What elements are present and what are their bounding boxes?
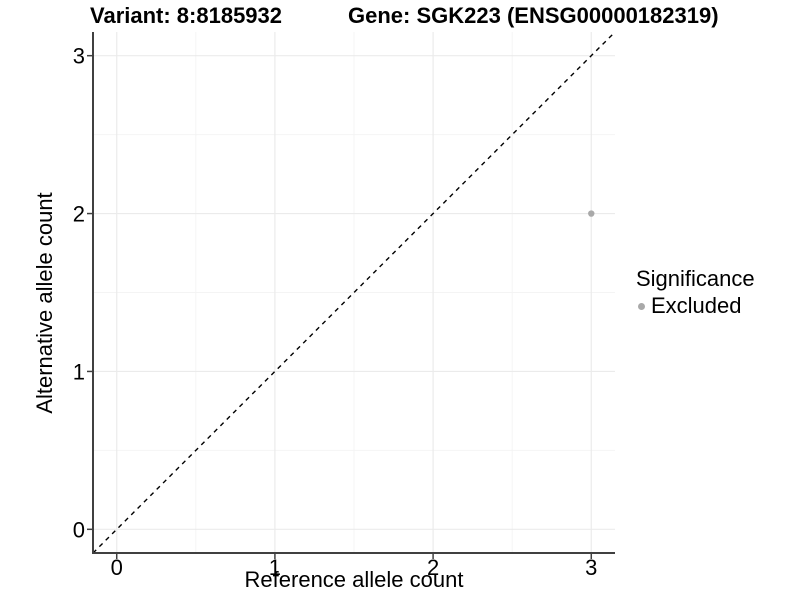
- x-axis-tick-label: 1: [269, 555, 281, 580]
- axis-lines: [92, 32, 615, 554]
- y-axis-tick-label: 0: [73, 517, 85, 542]
- legend: Significance Excluded: [633, 266, 755, 319]
- y-axis-title: Alternative allele count: [32, 192, 57, 414]
- plot-title-variant: Variant: 8:8185932: [90, 3, 283, 28]
- identity-dashed-line: [92, 31, 616, 554]
- x-axis-title: Reference allele count: [244, 567, 464, 592]
- data-point: [588, 210, 595, 217]
- plot-title-gene: Gene: SGK223 (ENSG00000182319): [348, 3, 719, 28]
- y-axis-tick-label: 3: [73, 44, 85, 69]
- x-axis-tick-label: 3: [585, 555, 597, 580]
- legend-key-dot-icon: [633, 298, 649, 314]
- y-axis-tick-label: 1: [73, 359, 85, 384]
- legend-item-label: Excluded: [651, 293, 742, 318]
- x-axis-tick-label: 2: [427, 555, 439, 580]
- legend-title: Significance: [636, 266, 755, 291]
- x-axis-tick-label: 0: [111, 555, 123, 580]
- legend-item-excluded: Excluded: [633, 293, 755, 319]
- y-axis-tick-label: 2: [73, 202, 85, 227]
